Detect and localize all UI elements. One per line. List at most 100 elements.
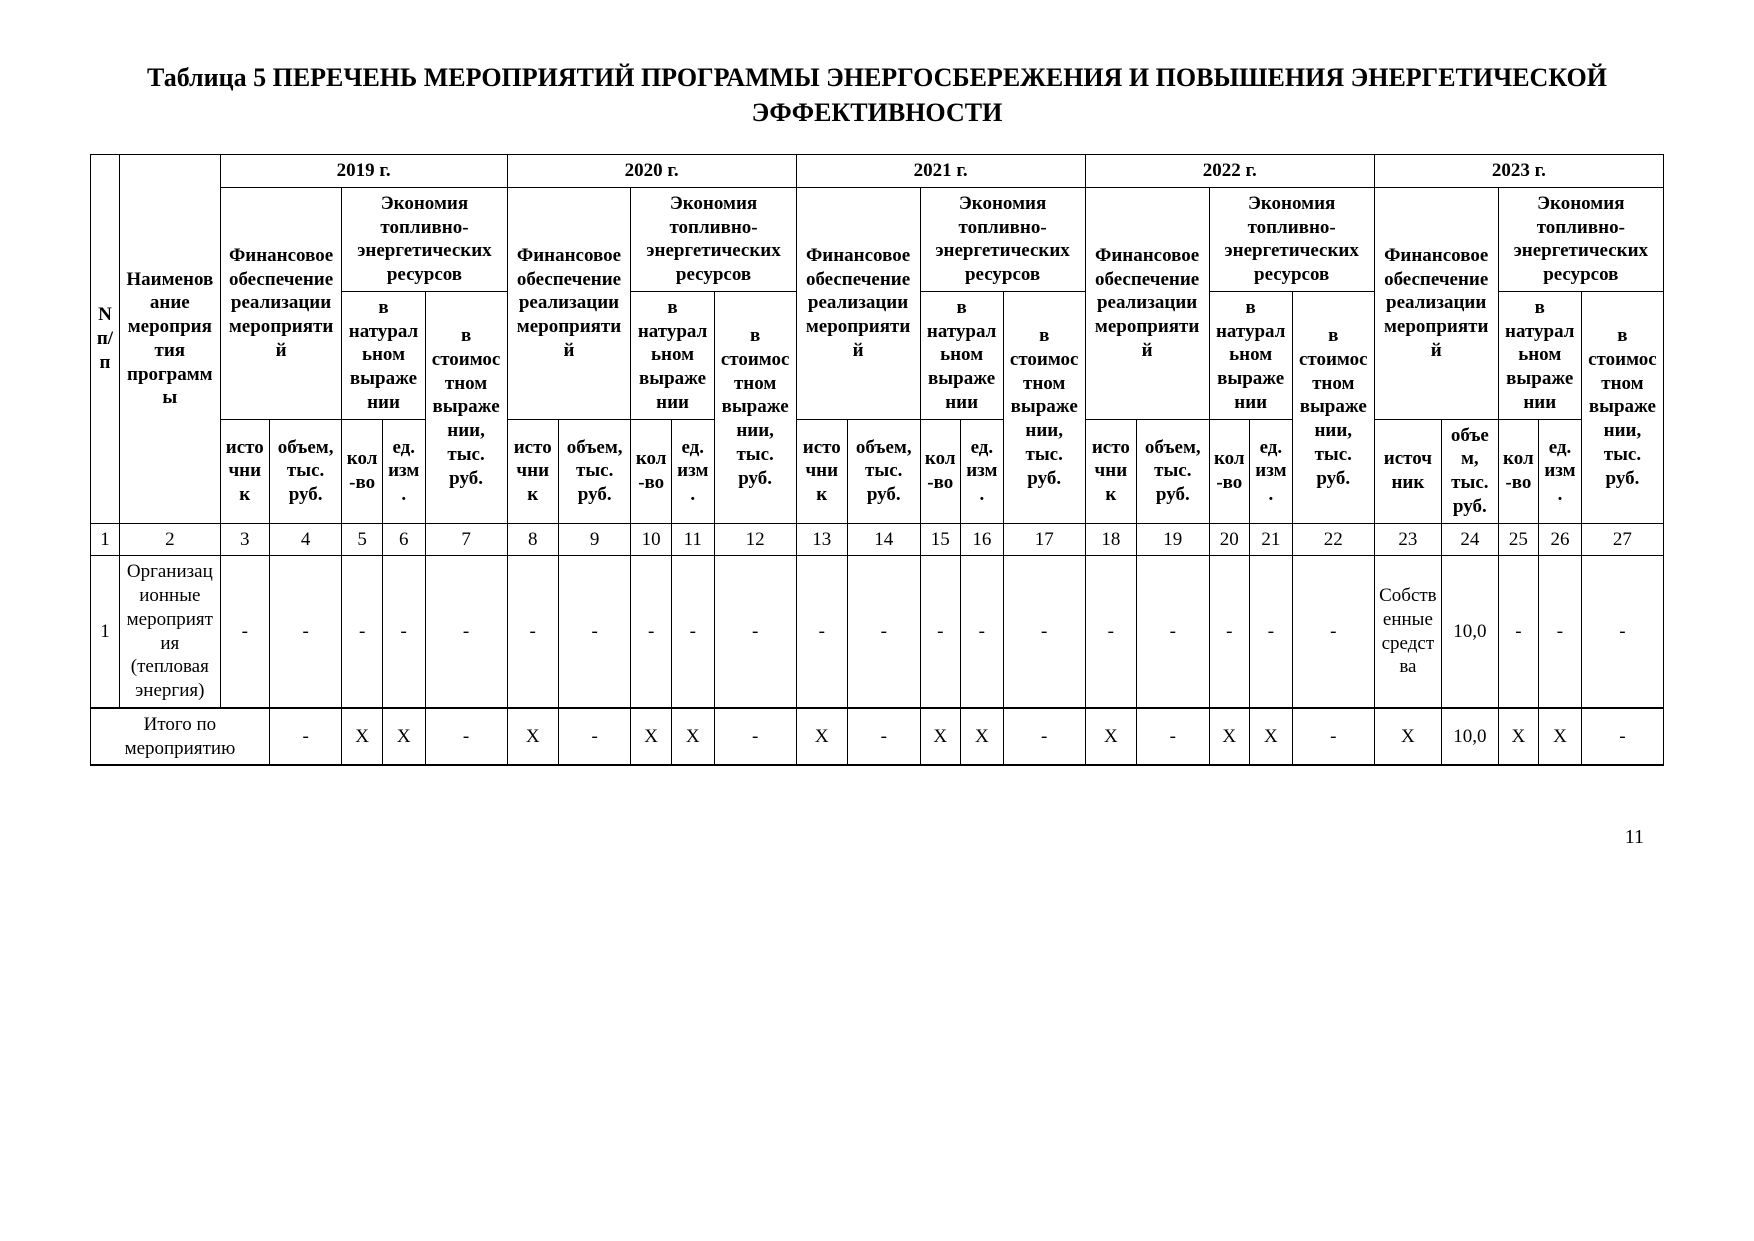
num-cell: 8 — [507, 523, 558, 556]
total-cell: X — [671, 708, 714, 766]
h-src4: источник — [1085, 419, 1136, 523]
data-cell: - — [1085, 556, 1136, 708]
data-cell: - — [269, 556, 342, 708]
data-cell: - — [1539, 556, 1582, 708]
data-cell: - — [714, 556, 796, 708]
h-y1: 2019 г. — [220, 155, 507, 188]
data-cell: - — [220, 556, 269, 708]
data-cell: - — [507, 556, 558, 708]
data-cell: - — [1250, 556, 1293, 708]
h-qty1: кол-во — [342, 419, 382, 523]
data-cell: - — [847, 556, 920, 708]
h-src2: источник — [507, 419, 558, 523]
h-n: N п/п — [91, 155, 120, 524]
h-y3: 2021 г. — [796, 155, 1085, 188]
data-cell: - — [631, 556, 671, 708]
data-cell: - — [425, 556, 507, 708]
h-vol4: объем, тыс. руб. — [1137, 419, 1210, 523]
num-cell: 24 — [1442, 523, 1499, 556]
total-cell: - — [1003, 708, 1085, 766]
total-label: Итого по мероприятию — [91, 708, 270, 766]
h-fin2: Финансовое обеспечение реализации меропр… — [507, 187, 631, 419]
num-cell: 23 — [1374, 523, 1441, 556]
h-vol5: объем, тыс. руб. — [1442, 419, 1499, 523]
h-nat3: в натуральном выражении — [920, 291, 1003, 419]
total-cell: X — [920, 708, 960, 766]
data-row: 1 Организационные мероприятия (тепловая … — [91, 556, 1664, 708]
num-cell: 5 — [342, 523, 382, 556]
total-cell: X — [1250, 708, 1293, 766]
total-cell: X — [382, 708, 425, 766]
h-econ2: Экономия топливно-энергетических ресурсо… — [631, 187, 796, 291]
h-econ3: Экономия топливно-энергетических ресурсо… — [920, 187, 1085, 291]
data-cell: - — [1137, 556, 1210, 708]
num-cell: 14 — [847, 523, 920, 556]
h-src1: источник — [220, 419, 269, 523]
num-cell: 9 — [558, 523, 631, 556]
total-cell: - — [1581, 708, 1663, 766]
h-fin3: Финансовое обеспечение реализации меропр… — [796, 187, 920, 419]
h-y2: 2020 г. — [507, 155, 796, 188]
data-cell: - — [960, 556, 1003, 708]
total-cell: - — [1137, 708, 1210, 766]
data-cell: - — [1003, 556, 1085, 708]
h-qty5: кол-во — [1498, 419, 1538, 523]
h-vol2: объем, тыс. руб. — [558, 419, 631, 523]
num-cell: 2 — [119, 523, 220, 556]
num-cell: 27 — [1581, 523, 1663, 556]
num-cell: 6 — [382, 523, 425, 556]
num-cell: 26 — [1539, 523, 1582, 556]
total-cell: - — [269, 708, 342, 766]
h-cost5: в стоимостном выражении, тыс. руб. — [1581, 291, 1663, 523]
h-econ5: Экономия топливно-энергетических ресурсо… — [1498, 187, 1663, 291]
data-cell: - — [1498, 556, 1538, 708]
total-cell: X — [1209, 708, 1249, 766]
h-nat5: в натуральном выражении — [1498, 291, 1581, 419]
num-cell: 17 — [1003, 523, 1085, 556]
num-cell: 4 — [269, 523, 342, 556]
page-title: Таблица 5 ПЕРЕЧЕНЬ МЕРОПРИЯТИЙ ПРОГРАММЫ… — [90, 60, 1664, 130]
data-cell: - — [920, 556, 960, 708]
num-row: 1 2 3 4 5 6 7 8 9 10 11 12 13 14 15 16 1… — [91, 523, 1664, 556]
num-cell: 16 — [960, 523, 1003, 556]
num-cell: 7 — [425, 523, 507, 556]
h-cost3: в стоимостном выражении, тыс. руб. — [1003, 291, 1085, 523]
data-cell: - — [1292, 556, 1374, 708]
h-qty2: кол-во — [631, 419, 671, 523]
h-vol1: объем, тыс. руб. — [269, 419, 342, 523]
h-fin4: Финансовое обеспечение реализации меропр… — [1085, 187, 1209, 419]
h-cost2: в стоимостном выражении, тыс. руб. — [714, 291, 796, 523]
num-cell: 18 — [1085, 523, 1136, 556]
h-cost4: в стоимостном выражении, тыс. руб. — [1292, 291, 1374, 523]
total-row: Итого по мероприятию - X X - X - X X - X… — [91, 708, 1664, 766]
total-cell: - — [425, 708, 507, 766]
num-cell: 20 — [1209, 523, 1249, 556]
h-src3: источник — [796, 419, 847, 523]
num-cell: 22 — [1292, 523, 1374, 556]
data-cell: - — [382, 556, 425, 708]
data-cell: - — [342, 556, 382, 708]
num-cell: 25 — [1498, 523, 1538, 556]
total-cell: 10,0 — [1442, 708, 1499, 766]
num-cell: 11 — [671, 523, 714, 556]
h-nat1: в натуральном выражении — [342, 291, 425, 419]
h-fin5: Финансовое обеспечение реализации меропр… — [1374, 187, 1498, 419]
num-cell: 12 — [714, 523, 796, 556]
h-cost1: в стоимостном выражении, тыс. руб. — [425, 291, 507, 523]
data-cell: - — [558, 556, 631, 708]
data-cell: - — [796, 556, 847, 708]
total-cell: - — [558, 708, 631, 766]
total-cell: X — [631, 708, 671, 766]
total-cell: - — [1292, 708, 1374, 766]
data-cell: - — [1581, 556, 1663, 708]
h-qty4: кол-во — [1209, 419, 1249, 523]
h-src5: источник — [1374, 419, 1441, 523]
num-cell: 21 — [1250, 523, 1293, 556]
data-n: 1 — [91, 556, 120, 708]
data-cell: 10,0 — [1442, 556, 1499, 708]
total-cell: X — [1539, 708, 1582, 766]
h-unit4: ед. изм. — [1250, 419, 1293, 523]
total-cell: X — [342, 708, 382, 766]
num-cell: 3 — [220, 523, 269, 556]
h-nat2: в натуральном выражении — [631, 291, 714, 419]
